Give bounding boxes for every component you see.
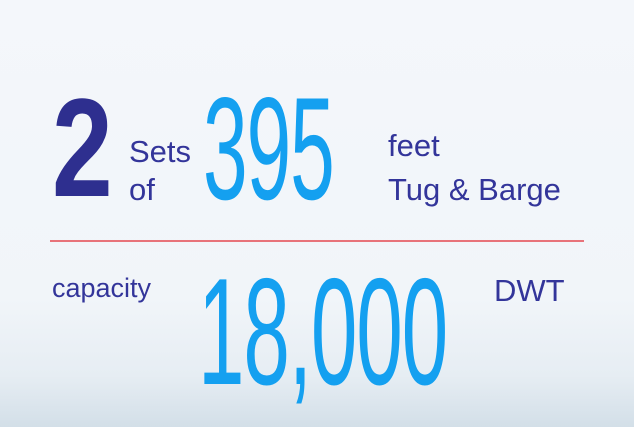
capacity-unit: DWT <box>494 273 565 308</box>
capacity-label: capacity <box>52 273 152 303</box>
of-label: of <box>129 172 155 207</box>
sets-count: 2 <box>52 69 113 226</box>
capacity-value: 18,000 <box>198 247 448 417</box>
sets-label: Sets <box>129 134 192 169</box>
divider <box>50 240 584 242</box>
vessel-type: Tug & Barge <box>388 172 561 207</box>
length-unit: feet <box>388 128 440 163</box>
length-value: 395 <box>203 67 335 230</box>
